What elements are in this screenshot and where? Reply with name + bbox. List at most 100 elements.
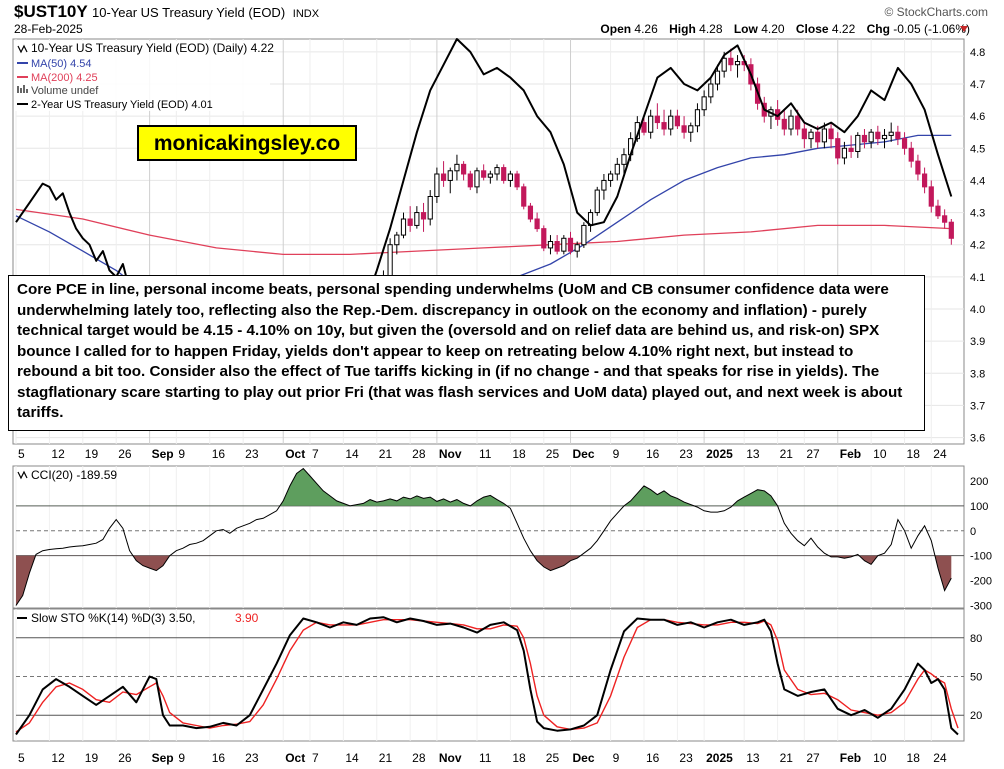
x-tick-label: Oct (285, 751, 305, 765)
ma200-layer (15, 208, 952, 256)
x-tick-label: 10 (873, 447, 887, 461)
x-tick-label: 18 (512, 751, 526, 765)
x-tick-label: 14 (345, 751, 359, 765)
candle-body (674, 115, 681, 127)
chart-date: 28-Feb-2025 (14, 22, 83, 36)
candle-body (875, 131, 881, 140)
cci-layer (15, 467, 952, 606)
cci-y-tick-label: -100 (970, 551, 992, 563)
chg-label: Chg (866, 22, 890, 36)
candle-body (895, 131, 901, 140)
legend-backdrop (15, 41, 270, 111)
x-tick-label: 23 (679, 751, 693, 765)
sto-layer (15, 616, 959, 736)
price-y-tick-label: 3.9 (970, 336, 985, 348)
sto-y-axis: 80 50 20 (970, 633, 982, 722)
down-arrow-icon (960, 26, 968, 32)
cci-y-tick-label: 100 (970, 501, 988, 513)
x-tick-label: Sep (152, 751, 174, 765)
watermark-banner: monicakingsley.co (137, 125, 357, 161)
x-tick-label: 2025 (706, 447, 733, 461)
x-tick-label: Oct (285, 447, 305, 461)
price-y-tick-label: 4.7 (970, 79, 985, 91)
sto-y-tick-label: 80 (970, 633, 982, 645)
x-tick-label: Feb (840, 447, 861, 461)
x-tick-label: 28 (412, 751, 426, 765)
candle-body (855, 134, 861, 153)
candle-body (527, 205, 534, 220)
candle-body (521, 186, 527, 207)
x-tick-label: 9 (178, 751, 185, 765)
symbol-description: 10-Year US Treasury Yield (EOD) INDX (92, 5, 319, 20)
x-tick-label: 7 (312, 751, 319, 765)
candle-body (501, 167, 507, 181)
price-y-tick-label: 4.4 (970, 175, 985, 187)
candle-body (935, 205, 941, 217)
x-tick-label: 5 (18, 751, 25, 765)
price-y-axis: 4.8 4.7 4.6 4.5 4.4 4.3 4.2 4.1 4.0 3.9 3.8 3.7 3.6 (970, 47, 985, 445)
ma200-line (15, 208, 952, 256)
x-tick-label: 16 (212, 447, 226, 461)
candle-body (601, 179, 607, 191)
x-tick-label: 12 (51, 447, 65, 461)
candle-body (581, 224, 587, 246)
candle-body (434, 173, 440, 197)
candle-body (708, 83, 714, 98)
x-tick-label: 26 (118, 751, 132, 765)
x-tick-label: 11 (479, 447, 492, 461)
candle-body (681, 125, 687, 133)
x-tick-label: 9 (613, 751, 620, 765)
cci-y-axis: 200 100 0 -100 -200 -300 (970, 476, 992, 613)
candle-body (420, 212, 427, 220)
sto-y-tick-label: 20 (970, 710, 982, 722)
candle-body (454, 163, 460, 172)
close-value: 4.22 (831, 22, 856, 36)
candle-body (554, 241, 560, 252)
candle-body (541, 228, 547, 249)
candle-body (487, 173, 493, 178)
candle-body (567, 237, 574, 252)
candle-body (387, 244, 393, 278)
chg-value: -0.05 (-1.06%) (893, 22, 970, 36)
cci-y-tick-label: 200 (970, 476, 988, 488)
x-tick-label: Nov (439, 751, 462, 765)
x-tick-label: Sep (152, 447, 174, 461)
sto-legend: Slow STO %K(14) %D(3) 3.50, 3.90 (17, 611, 259, 625)
symbol: $UST10Y (14, 2, 88, 21)
sto-legend-d: 3.90 (235, 611, 259, 625)
close-label: Close (795, 22, 829, 36)
sto-d-line (15, 619, 959, 733)
x-tick-label: 12 (51, 751, 65, 765)
x-tick-label: 23 (245, 447, 259, 461)
candle-body (734, 61, 741, 66)
x-tick-label: Dec (573, 447, 595, 461)
candle-body (841, 147, 848, 159)
x-tick-label: 23 (679, 447, 693, 461)
candle-body (728, 57, 734, 66)
x-tick-label: 10 (873, 751, 887, 765)
price-y-tick-label: 4.1 (970, 272, 985, 284)
cci-legend-icon (17, 470, 28, 480)
candle-body (835, 138, 841, 159)
x-tick-label: 23 (245, 751, 259, 765)
price-y-tick-label: 4.5 (970, 143, 985, 155)
candle-body (788, 115, 794, 130)
candle-body (574, 244, 580, 252)
high-label: High (669, 22, 696, 36)
candle-body (881, 134, 888, 140)
candle-body (668, 115, 674, 130)
sto-legend-k: Slow STO %K(14) %D(3) 3.50, (31, 611, 196, 625)
x-tick-label: 27 (806, 447, 820, 461)
cci-y-tick-label: 0 (970, 526, 976, 538)
x-tick-label: 9 (178, 447, 185, 461)
brand-credit: © StockCharts.com (884, 5, 988, 19)
x-axis-middle: 5 12 19 26 Sep 9 16 23 Oct 7 14 21 28 Nov 11 18 25 Dec 9 16… (18, 447, 947, 461)
candle-body (928, 186, 934, 207)
candle-body (481, 170, 487, 178)
x-tick-label: 21 (379, 447, 393, 461)
cci-line (15, 467, 952, 606)
twoyear-layer (15, 38, 953, 407)
price-y-tick-label: 3.6 (970, 433, 985, 445)
commentary-note: Core PCE in line, personal income beats,… (8, 275, 925, 431)
candle-body (534, 218, 540, 230)
